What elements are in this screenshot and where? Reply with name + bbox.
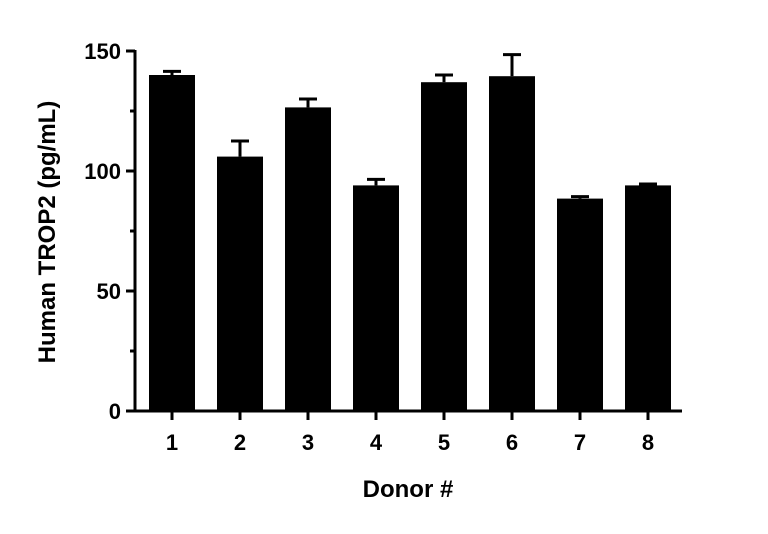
x-tick-label: 8 (642, 430, 654, 455)
bar-donor-1 (149, 75, 195, 411)
x-axis-title: Donor # (363, 476, 454, 503)
bar-donor-6 (489, 76, 535, 411)
bar-donor-3 (285, 107, 331, 412)
bar-donor-8 (625, 185, 671, 411)
bar-donor-7 (557, 198, 603, 411)
x-tick-label: 2 (234, 430, 246, 455)
x-tick-label: 1 (166, 430, 178, 455)
x-tick-label: 5 (438, 430, 450, 455)
x-tick-label: 7 (574, 430, 586, 455)
bar-donor-5 (421, 82, 467, 411)
y-axis-title: Human TROP2 (pg/mL) (34, 101, 61, 364)
y-tick-label: 100 (84, 159, 121, 184)
x-tick-label: 4 (370, 430, 383, 455)
x-ticks-group: 1 2 3 4 5 6 7 8 (166, 411, 654, 455)
y-tick-label: 50 (97, 279, 121, 304)
x-tick-label: 3 (302, 430, 314, 455)
y-ticks-group: 0 50 100 150 (84, 39, 135, 424)
error-bars-group (163, 53, 657, 199)
bar-donor-4 (353, 185, 399, 411)
x-tick-label: 6 (506, 430, 518, 455)
y-tick-label: 150 (84, 39, 121, 64)
bar-donor-2 (217, 156, 263, 411)
bars-group (149, 75, 671, 412)
y-tick-label: 0 (109, 399, 121, 424)
